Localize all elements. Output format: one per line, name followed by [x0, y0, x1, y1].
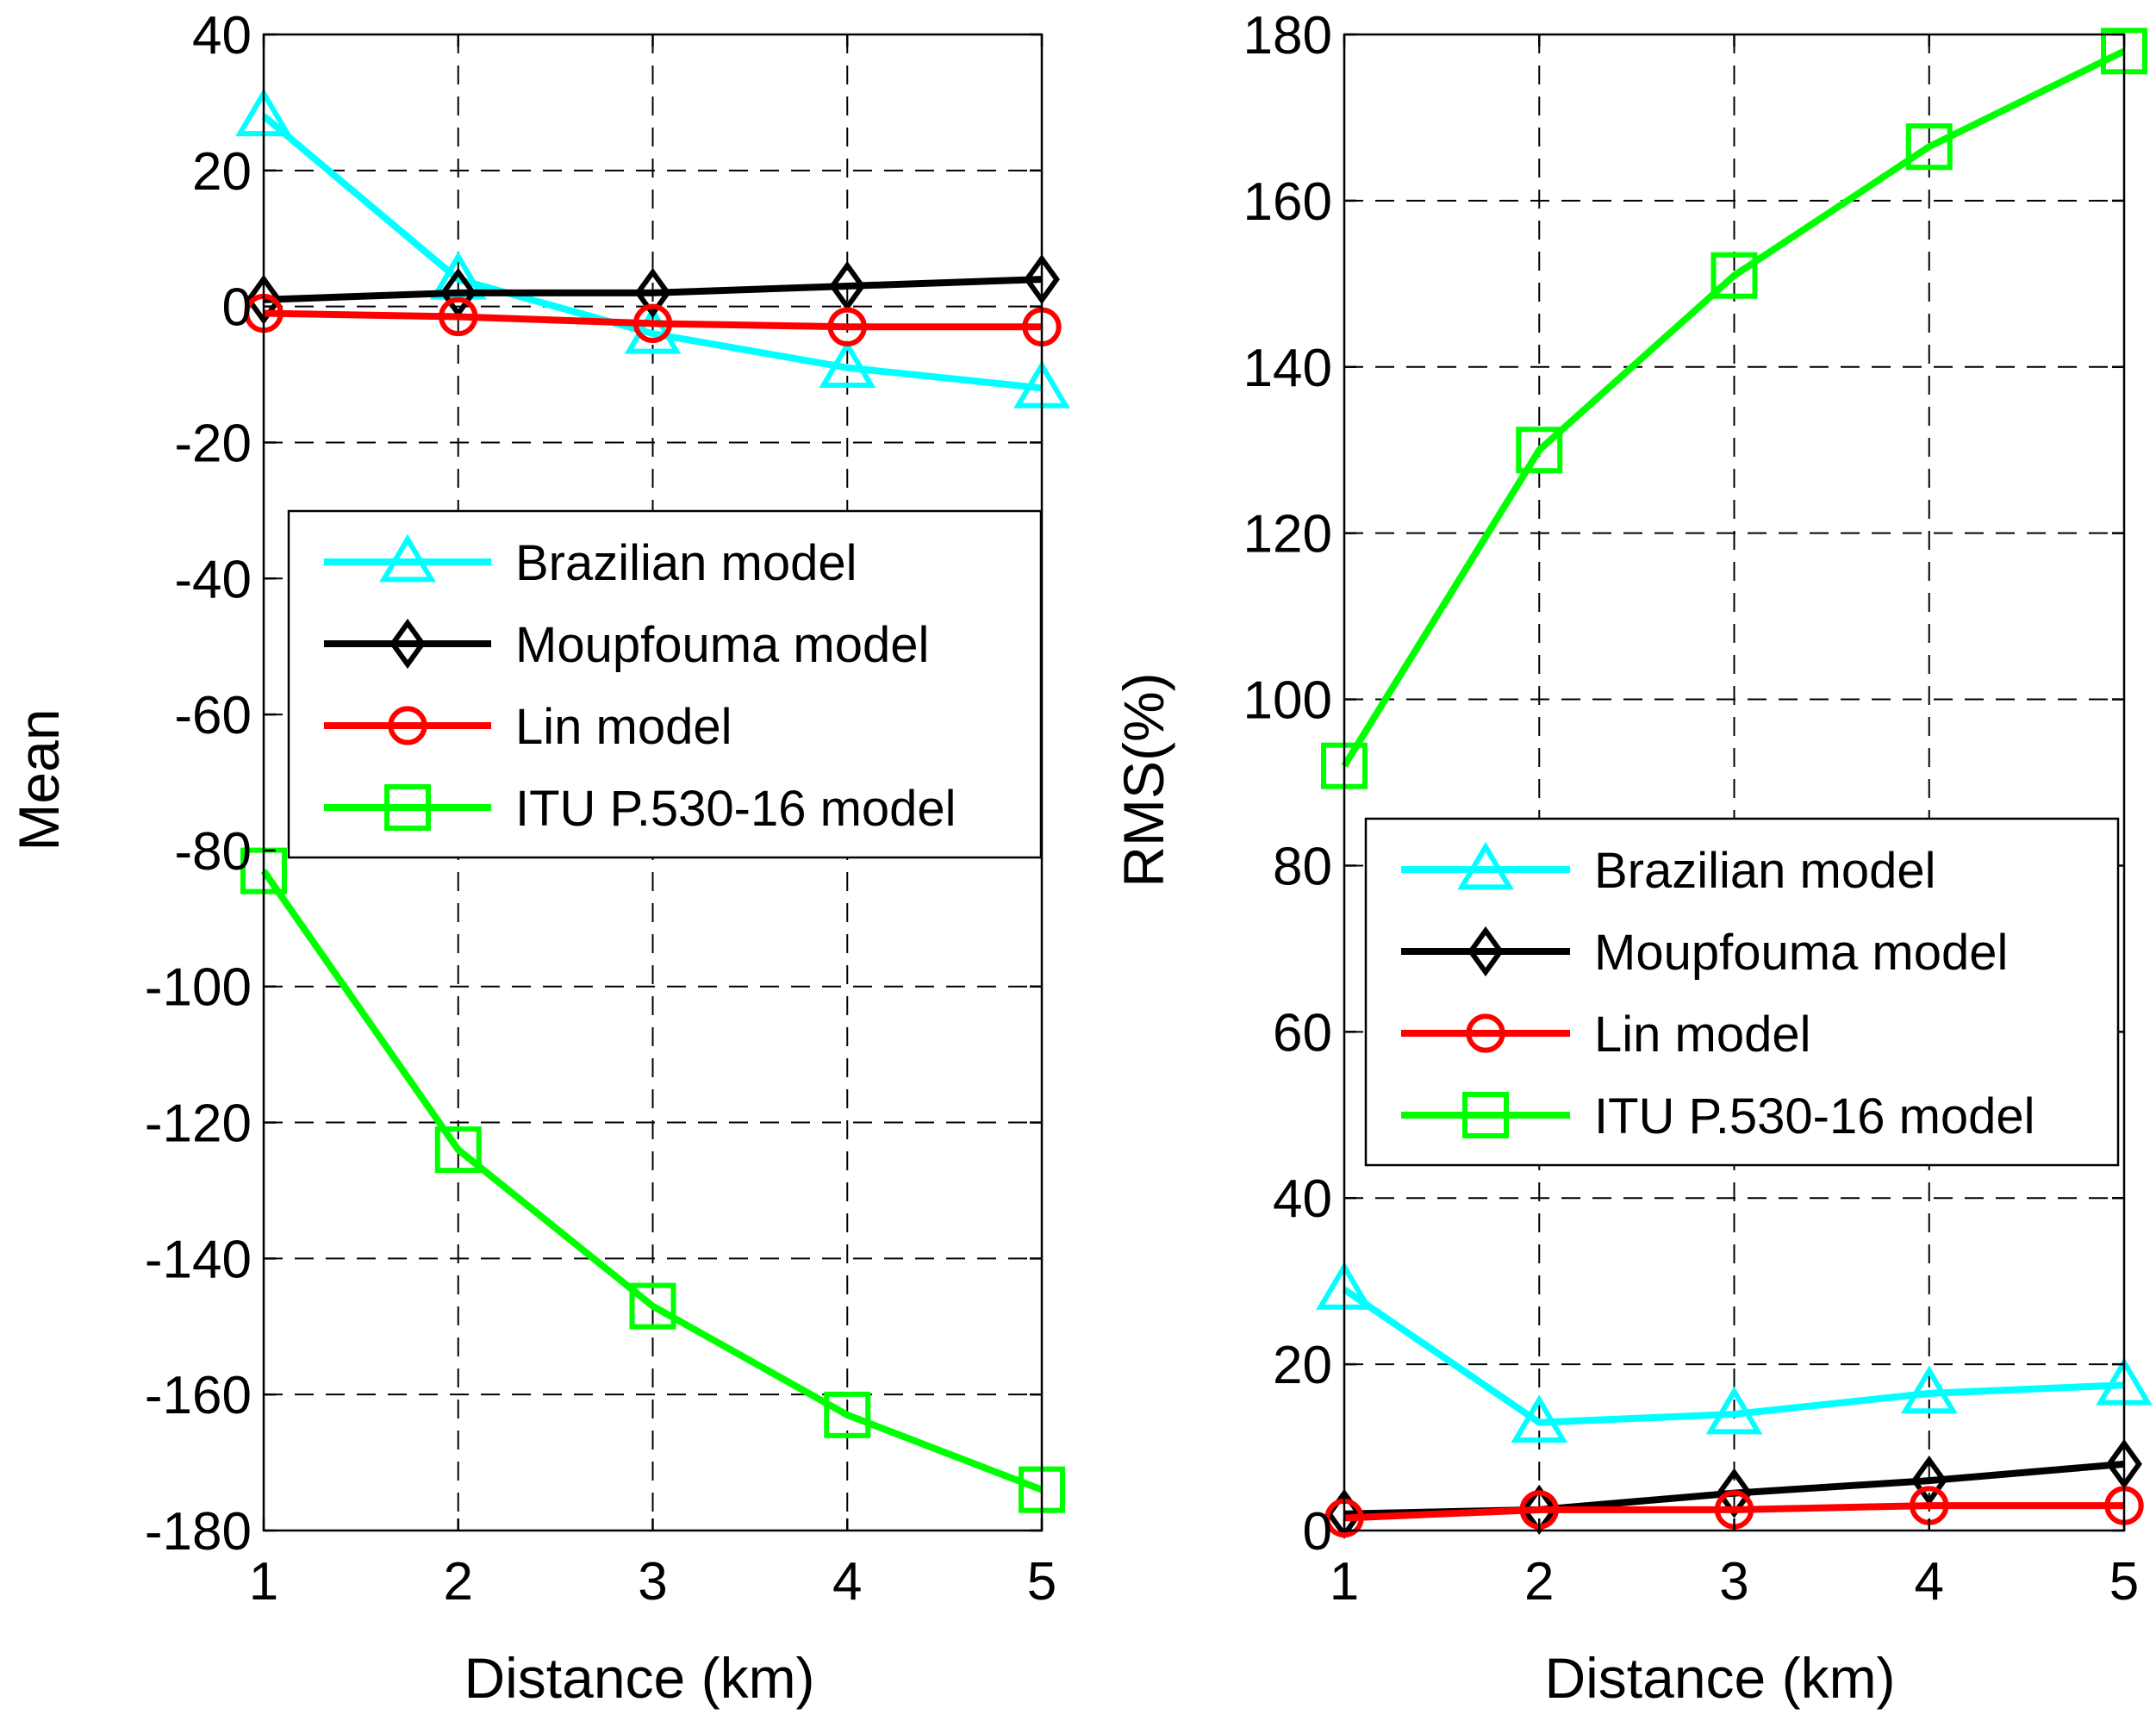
x-tick-label: 4 [1915, 1552, 1944, 1612]
mean-legend: Brazilian model Moupfouma model Lin mode… [287, 509, 1043, 859]
legend-label: Brazilian model [1594, 843, 1936, 899]
x-tick-label: 2 [444, 1552, 473, 1612]
y-tick-label: 120 [1243, 505, 1332, 564]
y-tick-label: 20 [192, 142, 252, 202]
y-tick-label: 20 [1273, 1336, 1332, 1395]
y-tick-label: -140 [145, 1230, 252, 1289]
legend-label: ITU P.530-16 model [515, 781, 956, 837]
rms-x-axis-label: Distance (km) [1544, 1646, 1895, 1710]
data-point-marker [1710, 252, 1758, 299]
y-tick-label: 180 [1243, 6, 1332, 65]
y-tick-label: 160 [1243, 172, 1332, 232]
x-tick-label: 5 [1027, 1552, 1056, 1612]
data-point-marker [819, 340, 876, 389]
legend-entry-lin: Lin model [324, 699, 732, 755]
data-point-marker [1511, 1394, 1568, 1443]
data-point-marker [824, 1391, 871, 1438]
x-tick-label: 2 [1524, 1552, 1554, 1612]
y-tick-label: -120 [145, 1094, 252, 1154]
data-point-marker [1910, 1455, 1947, 1506]
y-tick-label: 100 [1243, 671, 1332, 731]
series-line [1341, 47, 2126, 768]
legend-entry-moupfouma: Moupfouma model [324, 617, 929, 673]
x-tick-label: 3 [1719, 1552, 1748, 1612]
legend-entry-itu: ITU P.530-16 model [324, 781, 956, 837]
rms-legend-box [1364, 817, 2120, 1167]
legend-marker [1466, 1013, 1505, 1053]
series-line [1342, 1287, 2125, 1426]
data-point-marker [629, 1282, 676, 1330]
data-point-marker [439, 296, 478, 337]
y-tick-label: 140 [1243, 339, 1332, 398]
legend-label: ITU P.530-16 model [1594, 1088, 2035, 1144]
data-point-marker [1516, 427, 1563, 474]
series-line [1343, 1502, 2124, 1522]
legend-marker [1457, 841, 1514, 890]
data-point-marker [624, 305, 682, 354]
data-point-marker [434, 1126, 482, 1174]
y-tick-label: 40 [192, 6, 252, 65]
x-tick-label: 1 [1330, 1552, 1359, 1612]
legend-marker [388, 706, 427, 745]
y-tick-label: -20 [174, 414, 252, 473]
legend-label: Brazilian model [515, 535, 857, 591]
data-point-marker [829, 260, 866, 312]
y-tick-label: -160 [145, 1366, 252, 1425]
rms-chart: 180 160 140 120 100 80 60 40 20 01 2 3 4 5 Distance (… [1112, 6, 2153, 1710]
series-line [261, 113, 1043, 392]
mean-y-axis-label: Mean [7, 708, 71, 851]
data-point-marker [1716, 1468, 1753, 1518]
rms-y-axis-label: RMS(%) [1112, 672, 1175, 887]
legend-label: Moupfouma model [1594, 925, 2008, 981]
y-tick-label: 0 [1303, 1502, 1332, 1562]
data-point-marker [827, 307, 867, 346]
y-tick-label: -80 [174, 822, 252, 882]
rms-legend: Brazilian model Moupfouma model Lin mode… [1364, 817, 2120, 1167]
data-point-marker [634, 267, 671, 318]
legend-label: Lin model [1594, 1007, 1810, 1063]
data-point-marker [1905, 123, 1953, 171]
series-line [260, 869, 1044, 1493]
legend-label: Moupfouma model [515, 617, 929, 673]
legend-entry-itu: ITU P.530-16 model [1401, 1088, 2035, 1144]
y-tick-label: 0 [222, 278, 252, 338]
data-point-marker [429, 251, 487, 300]
legend-entry-brazilian: Brazilian model [324, 533, 857, 591]
y-tick-label: 40 [1273, 1169, 1332, 1229]
x-tick-label: 1 [249, 1552, 278, 1612]
series-line [263, 309, 1042, 331]
y-tick-label: -100 [145, 958, 252, 1018]
mean-legend-box [287, 509, 1043, 859]
x-tick-label: 5 [2109, 1552, 2139, 1612]
legend-entry-lin: Lin model [1401, 1007, 1810, 1063]
legend-marker [379, 533, 436, 583]
legend-marker [1467, 926, 1504, 977]
x-tick-label: 4 [832, 1552, 862, 1612]
data-point-marker [1900, 1365, 1958, 1414]
y-tick-label: 60 [1273, 1003, 1332, 1063]
y-tick-label: -180 [145, 1502, 252, 1562]
legend-marker [1462, 1092, 1509, 1138]
legend-entry-brazilian: Brazilian model [1401, 841, 1936, 899]
legend-marker [389, 618, 426, 670]
series-line [263, 276, 1043, 303]
y-tick-label: -40 [174, 550, 252, 609]
legend-marker [384, 784, 431, 831]
legend-entry-moupfouma: Moupfouma model [1401, 925, 2008, 981]
x-tick-label: 3 [638, 1552, 667, 1612]
data-point-marker [632, 303, 673, 344]
y-tick-label: 80 [1273, 837, 1332, 896]
legend-label: Lin model [515, 699, 732, 755]
mean-x-axis-label: Distance (km) [464, 1646, 814, 1710]
data-point-marker [1705, 1386, 1763, 1435]
y-tick-label: -60 [174, 686, 252, 745]
